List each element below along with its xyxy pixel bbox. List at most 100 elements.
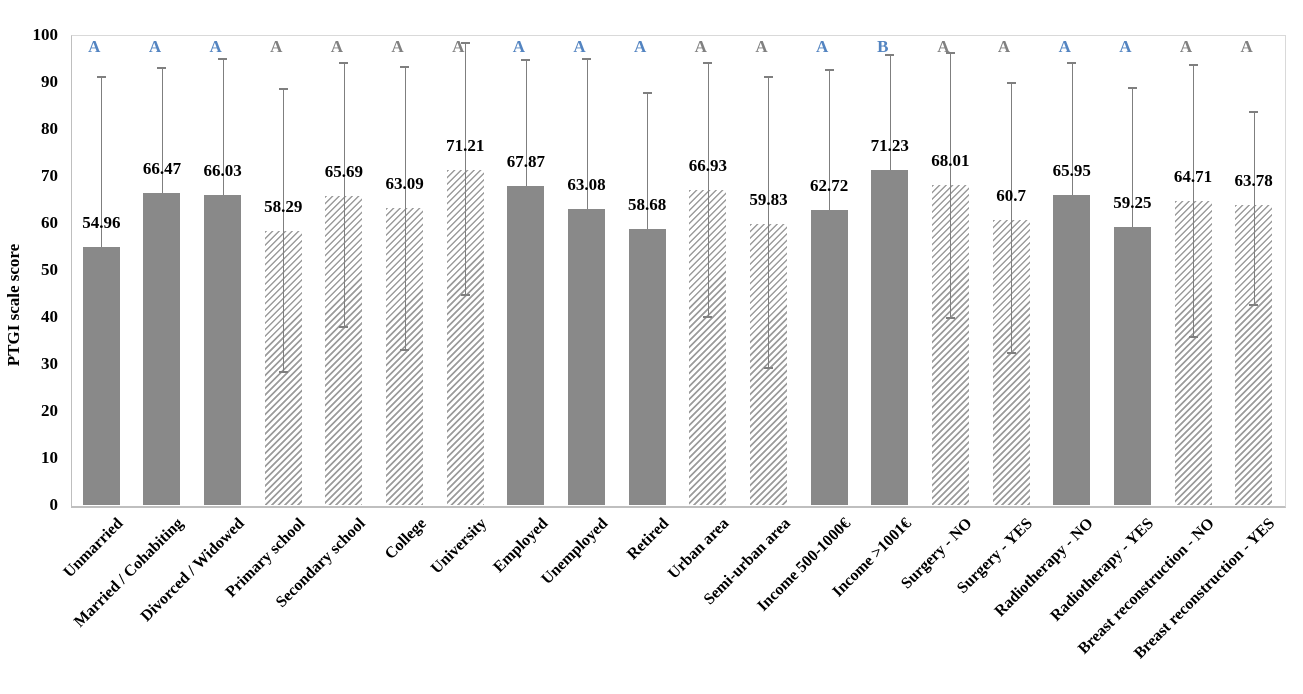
x-axis-label: Retired [623,515,673,564]
y-axis-tick-label: 50 [41,260,58,279]
error-bar-cap [945,51,955,54]
y-axis-tick-label: 80 [41,119,58,138]
error-bar [950,52,952,318]
bar-value-label: 64.71 [1173,166,1213,186]
bar-value-label: 66.93 [688,156,727,176]
error-bar [1132,88,1134,227]
bar-value-label: 60.7 [996,185,1026,205]
bar-value-label: 68.01 [931,151,970,171]
error-bar [161,67,163,193]
error-bar-cap [1188,336,1198,339]
y-axis-tick-label: 100 [32,25,59,44]
significance-letter: A [270,37,283,56]
error-bar-cap [1249,304,1259,307]
bar-value-label: 63.08 [567,174,606,194]
error-bar-cap [763,75,773,78]
error-bar-cap [1006,352,1016,355]
error-bar [586,58,588,209]
bar [143,192,181,505]
x-axis-label: College [381,515,430,563]
y-axis-tick-label: 0 [49,495,59,514]
bar-value-label: 58.68 [628,195,667,215]
error-bar-cap [763,367,773,370]
error-bar [889,55,891,171]
significance-letter: A [148,37,162,56]
x-axis-label: Employed [489,515,551,577]
error-bar-cap [1067,62,1077,65]
significance-letter: A [1119,37,1132,56]
significance-letter: A [452,37,465,56]
error-bar-cap [521,58,531,61]
error-bar-cap [582,57,592,60]
error-bar [343,63,345,327]
bar-value-label: 59.83 [749,189,788,209]
significance-letter: A [573,37,586,56]
error-bar-cap [1006,81,1016,84]
significance-letter: A [755,37,768,56]
error-bar [1071,63,1073,196]
bar [1053,195,1091,505]
error-bar [465,42,467,295]
error-bar [283,89,285,372]
error-bar [1011,82,1013,354]
error-bar-cap [400,348,410,351]
significance-letter: A [1179,37,1193,56]
significance-letter: A [391,37,404,56]
bar [810,210,848,505]
x-axis-label: Radiotherapy - YES [1047,515,1158,625]
bar-value-label: 54.96 [82,212,121,232]
bar-value-label: 59.25 [1113,192,1152,212]
y-axis-tick-label: 60 [41,213,58,232]
y-axis-tick-label: 20 [41,401,58,420]
significance-letter: A [1240,37,1253,56]
significance-letter: A [815,37,829,56]
y-axis-tick-label: 40 [41,307,58,326]
error-bar [525,59,527,186]
error-bar-cap [278,88,288,91]
error-bar-cap [1249,111,1259,114]
error-bar [222,58,224,195]
error-bar-cap [460,293,470,296]
significance-letter: A [937,37,950,56]
error-bar [1253,112,1255,306]
bar [871,170,909,505]
y-axis-tick-label: 10 [41,448,58,467]
significance-letter: A [330,37,344,56]
bar-value-label: 65.95 [1052,161,1091,181]
bar [568,208,606,505]
significance-letter: A [88,37,101,56]
error-bar-cap [885,54,895,57]
x-axis-label: Divorced / Widowed [137,515,248,626]
error-bar-cap [824,68,834,71]
bar-value-label: 65.69 [324,162,364,182]
bar [82,246,120,505]
bar-value-label: 66.03 [203,160,242,180]
bar-value-label: 66.47 [142,158,182,178]
y-axis-tick-label: 90 [41,72,58,91]
error-bar-cap [339,325,349,328]
significance-letter: A [512,37,526,56]
error-bar-cap [400,65,410,68]
bar-value-label: 63.78 [1234,171,1273,191]
error-bar-cap [703,62,713,65]
significance-letter: A [997,37,1011,56]
bar-value-label: 63.09 [385,174,424,194]
bar-value-label: 71.21 [446,136,485,156]
error-bar-cap [157,66,167,69]
error-bar-cap [945,316,955,319]
error-bar [647,92,649,230]
significance-letter: A [694,37,707,56]
error-bar-cap [218,57,228,60]
significance-letter: A [1058,37,1071,56]
significance-letter: A [634,37,647,56]
error-bar-cap [703,316,713,318]
x-axis-label: University [427,515,491,578]
significance-letter: B [877,37,889,56]
significance-letter: A [209,37,222,56]
plot-area [71,35,1286,508]
error-bar-cap [642,91,652,94]
bar [628,229,666,505]
error-bar [1193,65,1195,338]
y-axis-tick-label: 30 [41,354,58,373]
